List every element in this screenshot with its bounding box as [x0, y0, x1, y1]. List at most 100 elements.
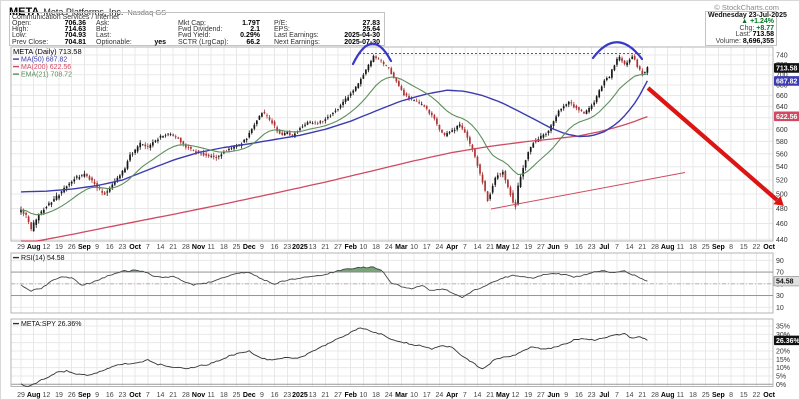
- date-label: 7: [615, 244, 619, 251]
- date-label: Sep: [712, 392, 725, 399]
- date-label: 10: [359, 392, 367, 399]
- panel-border: [10, 318, 774, 387]
- ratio-tick-label: 5%: [776, 373, 786, 380]
- quote-label: Low:: [12, 32, 27, 40]
- price-tick-label: 740: [776, 53, 788, 60]
- date-label: 23: [119, 392, 127, 399]
- svg-text:687.82: 687.82: [776, 79, 798, 86]
- date-label: 17: [423, 244, 431, 251]
- quote-value: 66.2: [246, 38, 260, 46]
- date-label: 21: [486, 392, 494, 399]
- quote-value: yes: [154, 38, 166, 46]
- date-label: 9: [260, 392, 264, 399]
- quote-label: Last Earnings:: [274, 32, 319, 40]
- axis-value-box: 622.56: [774, 111, 799, 122]
- date-label: 23: [588, 244, 596, 251]
- date-label: 18: [372, 244, 380, 251]
- svg-text:54.58: 54.58: [776, 279, 794, 286]
- quote-label: Prev Close:: [12, 38, 49, 46]
- price-tick-label: 580: [776, 139, 788, 146]
- price-pane: [20, 54, 649, 242]
- date-label: 11: [677, 392, 684, 399]
- quote-value: 706.36: [64, 20, 86, 27]
- price-tick-label: 560: [776, 151, 788, 158]
- rsi-tick-label: 70: [776, 270, 784, 277]
- date-label: Aug: [661, 392, 675, 399]
- quote-label: EPS:: [274, 26, 290, 34]
- price-tick-label: 500: [776, 191, 788, 198]
- quote-label: Fwd Yield:: [178, 32, 211, 40]
- date-label: 25: [233, 244, 241, 251]
- price-tick-label: 540: [776, 164, 788, 171]
- date-label: 24: [436, 244, 444, 251]
- date-label: 24: [385, 244, 393, 251]
- support-trendline: [490, 172, 686, 210]
- volume-label: Volume:: [715, 37, 741, 45]
- ratio-tick-label: 15%: [776, 357, 790, 364]
- date-label: 14: [157, 244, 165, 251]
- date-label: 8: [729, 244, 733, 251]
- quote-label: Bid:: [96, 26, 109, 34]
- rsi-tick-label: 90: [776, 258, 784, 265]
- date-label: 7: [463, 392, 467, 399]
- date-label: 11: [208, 244, 215, 251]
- quote-label: P/E:: [274, 20, 288, 27]
- date-label: May: [496, 392, 510, 399]
- date-label: 16: [106, 392, 114, 399]
- date-label: 19: [55, 392, 63, 399]
- date-label: 21: [638, 244, 646, 251]
- ma-legend-label: EMA(21) 708.72: [21, 72, 72, 79]
- date-label: Sep: [712, 244, 725, 251]
- date-label: Nov: [192, 392, 205, 399]
- price-legend-title: META (Daily) 713.58: [13, 47, 82, 56]
- date-label: 28: [651, 392, 659, 399]
- svg-text:713.58: 713.58: [776, 66, 798, 73]
- date-label: 25: [233, 392, 241, 399]
- rsi-legend-label: RSI(14) 54.58: [21, 255, 65, 262]
- rsi-pane: [11, 266, 773, 299]
- date-label: 14: [626, 244, 634, 251]
- date-label: 16: [106, 244, 114, 251]
- stockcharts-watermark: © StockCharts.com: [714, 3, 779, 12]
- quote-value: 2.1: [250, 26, 260, 34]
- axis-labels: 7407207006806606406206005805605405205004…: [13, 47, 799, 399]
- quote-value: 704.93: [64, 32, 86, 40]
- date-label: 22: [753, 392, 761, 399]
- ratio-tick-label: 35%: [776, 323, 790, 330]
- date-label: 21: [321, 392, 329, 399]
- quote-value: 25.64: [362, 26, 380, 34]
- date-label: 29: [17, 244, 25, 251]
- date-label: Mar: [395, 392, 408, 399]
- percent-change-row: ▲ +1.24%: [708, 18, 774, 25]
- date-label: 12: [512, 392, 520, 399]
- date-label: 28: [182, 244, 190, 251]
- date-label: Aug: [661, 244, 675, 251]
- date-label: Aug: [27, 244, 41, 251]
- quote-label: Fwd Dividend:: [178, 26, 223, 34]
- date-label: Jun: [547, 244, 559, 251]
- price-tick-label: 700: [776, 72, 788, 79]
- date-label: 23: [119, 244, 127, 251]
- quote-label: Ask:: [96, 20, 110, 27]
- projection-arrow-shaft: [646, 86, 779, 202]
- quote-row: Low: 704.93 Last: Fwd Yield: 0.29% Last …: [12, 32, 382, 40]
- ratio-tick-label: 0%: [776, 382, 786, 389]
- axis-value-box: 54.58: [773, 275, 799, 287]
- date-label: 21: [638, 392, 646, 399]
- rsi-line: [20, 266, 648, 299]
- date-label: Oct: [763, 392, 775, 399]
- date-label: 29: [17, 392, 25, 399]
- double-top-arc: [351, 42, 393, 66]
- date-label: 24: [385, 392, 393, 399]
- ema21-line: [20, 73, 648, 216]
- date-quote-box: Wednesday 23-Jul-2025 ▲ +1.24% Chg: +8.7…: [705, 11, 787, 46]
- date-label: 18: [220, 392, 228, 399]
- rsi-overbought-fill: [335, 266, 382, 273]
- date-label: Mar: [395, 244, 408, 251]
- annotations: [351, 41, 784, 210]
- date-label: 28: [182, 392, 190, 399]
- date-label: 2025: [292, 392, 308, 399]
- ratio-legend-label: META:SPY 26.36%: [21, 321, 81, 328]
- date-label: Dec: [243, 392, 256, 399]
